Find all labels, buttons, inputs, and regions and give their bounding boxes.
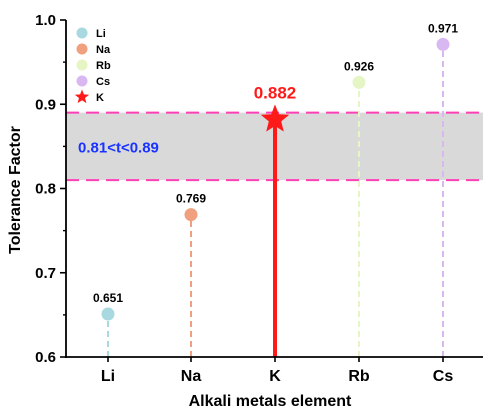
marker-li [101, 307, 115, 321]
axes: 0.6 0.7 0.8 0.9 1.0 Li Na K Rb Cs [35, 12, 483, 385]
legend-label-li: Li [96, 28, 106, 40]
legend-marker-rb [76, 59, 88, 71]
marker-rb [352, 75, 366, 89]
y-tick-label: 1.0 [35, 12, 56, 29]
legend-marker-li [76, 27, 88, 39]
y-tick-label: 0.9 [35, 96, 56, 113]
marker-cs [436, 37, 450, 51]
legend-marker-k-star [74, 89, 90, 104]
band-label: 0.81<t<0.89 [78, 139, 159, 156]
data-label-li: 0.651 [93, 291, 123, 305]
marker-k-star [260, 104, 290, 132]
data-label-cs: 0.971 [428, 21, 458, 35]
stems [107, 44, 444, 357]
x-tick-label-cs: Cs [433, 368, 454, 385]
x-tick-label-k: K [269, 368, 281, 385]
data-label-rb: 0.926 [344, 59, 374, 73]
legend-label-k: K [96, 92, 104, 104]
x-tick-label-li: Li [101, 368, 115, 385]
legend-label-na: Na [96, 44, 111, 56]
x-axis-title: Alkali metals element [189, 393, 352, 410]
y-tick-label: 0.7 [35, 265, 56, 282]
legend-label-rb: Rb [96, 60, 111, 72]
x-tick-label-na: Na [181, 368, 202, 385]
marker-na [184, 208, 198, 222]
legend-marker-cs [76, 75, 88, 87]
x-tick-label-rb: Rb [348, 368, 370, 385]
data-labels: 0.651 0.769 0.882 0.926 0.971 [93, 21, 458, 305]
data-label-k: 0.882 [254, 83, 297, 102]
markers [101, 37, 450, 321]
legend-marker-na [76, 43, 88, 55]
y-tick-label: 0.6 [35, 349, 56, 366]
y-tick-label: 0.8 [35, 181, 56, 198]
legend-label-cs: Cs [96, 76, 110, 88]
data-label-na: 0.769 [176, 192, 206, 206]
legend: Li Na Rb Cs K [74, 27, 111, 104]
y-axis-title: Tolerance Factor [7, 126, 24, 254]
